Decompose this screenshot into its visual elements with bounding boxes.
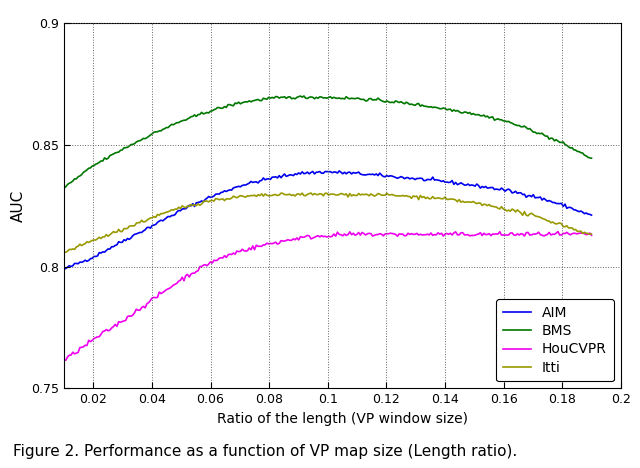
- BMS: [60, 185, 68, 191]
- Line: BMS: BMS: [64, 96, 591, 188]
- HouCVPR: [554, 229, 562, 234]
- AIM: [335, 168, 343, 174]
- Itti: [385, 192, 392, 197]
- AIM: [62, 266, 70, 271]
- HouCVPR: [60, 357, 68, 362]
- Itti: [307, 190, 315, 196]
- HouCVPR: [376, 231, 383, 236]
- Itti: [540, 216, 548, 222]
- BMS: [506, 120, 514, 125]
- Itti: [60, 249, 68, 255]
- AIM: [60, 266, 68, 271]
- HouCVPR: [64, 354, 72, 360]
- BMS: [376, 97, 383, 102]
- AIM: [540, 196, 548, 201]
- BMS: [540, 132, 548, 138]
- BMS: [62, 184, 70, 190]
- Y-axis label: AUC: AUC: [11, 190, 26, 222]
- BMS: [300, 93, 308, 99]
- HouCVPR: [385, 231, 392, 237]
- AIM: [385, 174, 392, 179]
- X-axis label: Ratio of the length (VP window size): Ratio of the length (VP window size): [217, 412, 468, 426]
- AIM: [376, 170, 383, 176]
- AIM: [506, 188, 514, 193]
- HouCVPR: [588, 233, 595, 238]
- Itti: [376, 191, 383, 197]
- BMS: [385, 99, 392, 105]
- Itti: [588, 231, 595, 237]
- Legend: AIM, BMS, HouCVPR, Itti: AIM, BMS, HouCVPR, Itti: [496, 299, 614, 381]
- Text: Figure 2. Performance as a function of VP map size (Length ratio).: Figure 2. Performance as a function of V…: [13, 444, 517, 459]
- Itti: [506, 208, 514, 214]
- HouCVPR: [374, 232, 382, 237]
- HouCVPR: [540, 233, 548, 239]
- AIM: [374, 173, 382, 178]
- BMS: [588, 155, 595, 161]
- AIM: [588, 212, 595, 218]
- HouCVPR: [506, 230, 514, 236]
- BMS: [374, 95, 382, 101]
- Line: AIM: AIM: [64, 171, 591, 269]
- Line: Itti: Itti: [64, 193, 591, 252]
- Itti: [374, 191, 382, 197]
- Line: HouCVPR: HouCVPR: [64, 232, 591, 360]
- HouCVPR: [62, 358, 70, 363]
- Itti: [62, 249, 70, 255]
